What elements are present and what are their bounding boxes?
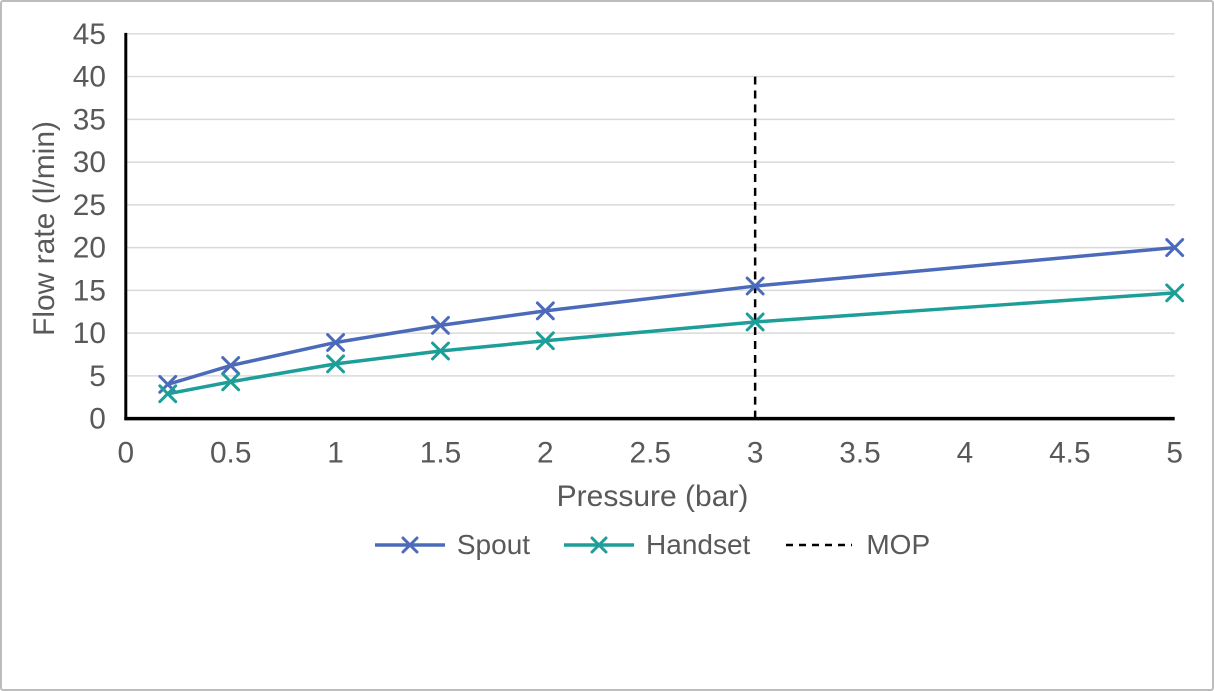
x-tick-label: 2 bbox=[537, 436, 554, 469]
y-tick-label: 5 bbox=[89, 360, 106, 393]
y-tick-label: 15 bbox=[73, 274, 106, 307]
y-tick-label: 25 bbox=[73, 189, 106, 222]
data-point-marker bbox=[221, 356, 241, 376]
data-point-marker bbox=[590, 536, 608, 554]
y-tick-label: 40 bbox=[73, 61, 106, 94]
data-point-marker bbox=[431, 341, 450, 361]
data-point-marker bbox=[1165, 283, 1185, 303]
x-tick-label: 0.5 bbox=[210, 436, 251, 469]
x-tick-label: 1.5 bbox=[420, 436, 461, 469]
y-axis-title: Flow rate (l/min) bbox=[28, 120, 61, 336]
data-point-marker bbox=[431, 315, 450, 335]
y-tick-label: 35 bbox=[73, 103, 106, 136]
data-point-marker bbox=[158, 384, 178, 404]
data-point-marker bbox=[221, 372, 241, 392]
y-tick-label: 30 bbox=[73, 146, 106, 179]
y-tick-label: 20 bbox=[73, 232, 106, 265]
legend-label-handset: Handset bbox=[646, 529, 751, 560]
x-tick-label: 1 bbox=[327, 436, 344, 469]
x-tick-label: 4 bbox=[957, 436, 974, 469]
handset-line-marker-icon bbox=[564, 536, 635, 554]
data-point-marker bbox=[401, 536, 419, 554]
data-point-marker bbox=[535, 331, 555, 351]
x-axis-title: Pressure (bar) bbox=[556, 480, 749, 513]
legend: Spout Handset MOP bbox=[125, 529, 1180, 561]
data-point-marker bbox=[326, 354, 346, 374]
y-tick-label: 10 bbox=[73, 317, 106, 350]
mop-dashed-line-icon bbox=[786, 543, 853, 547]
legend-item-mop: MOP bbox=[784, 529, 930, 561]
y-tick-label: 0 bbox=[89, 403, 106, 436]
x-tick-label: 3.5 bbox=[839, 436, 880, 469]
x-tick-label: 2.5 bbox=[630, 436, 671, 469]
data-point-marker bbox=[745, 276, 765, 296]
spout-line-marker-icon bbox=[374, 536, 445, 554]
series-line-handset bbox=[167, 291, 1175, 396]
x-tick-label: 4.5 bbox=[1049, 436, 1090, 469]
series-line-spout bbox=[167, 245, 1175, 387]
x-tick-label: 3 bbox=[747, 436, 764, 469]
data-point-marker bbox=[326, 333, 346, 352]
x-tick-label: 0 bbox=[118, 436, 135, 469]
data-point-marker bbox=[535, 301, 555, 321]
data-point-marker bbox=[1165, 238, 1185, 258]
legend-label-spout: Spout bbox=[456, 529, 531, 560]
legend-label-mop: MOP bbox=[866, 529, 931, 560]
legend-item-spout: Spout bbox=[374, 529, 531, 561]
legend-item-handset: Handset bbox=[564, 529, 750, 561]
y-tick-label: 45 bbox=[73, 18, 106, 51]
data-point-marker bbox=[745, 312, 765, 332]
x-tick-label: 5 bbox=[1166, 436, 1183, 469]
